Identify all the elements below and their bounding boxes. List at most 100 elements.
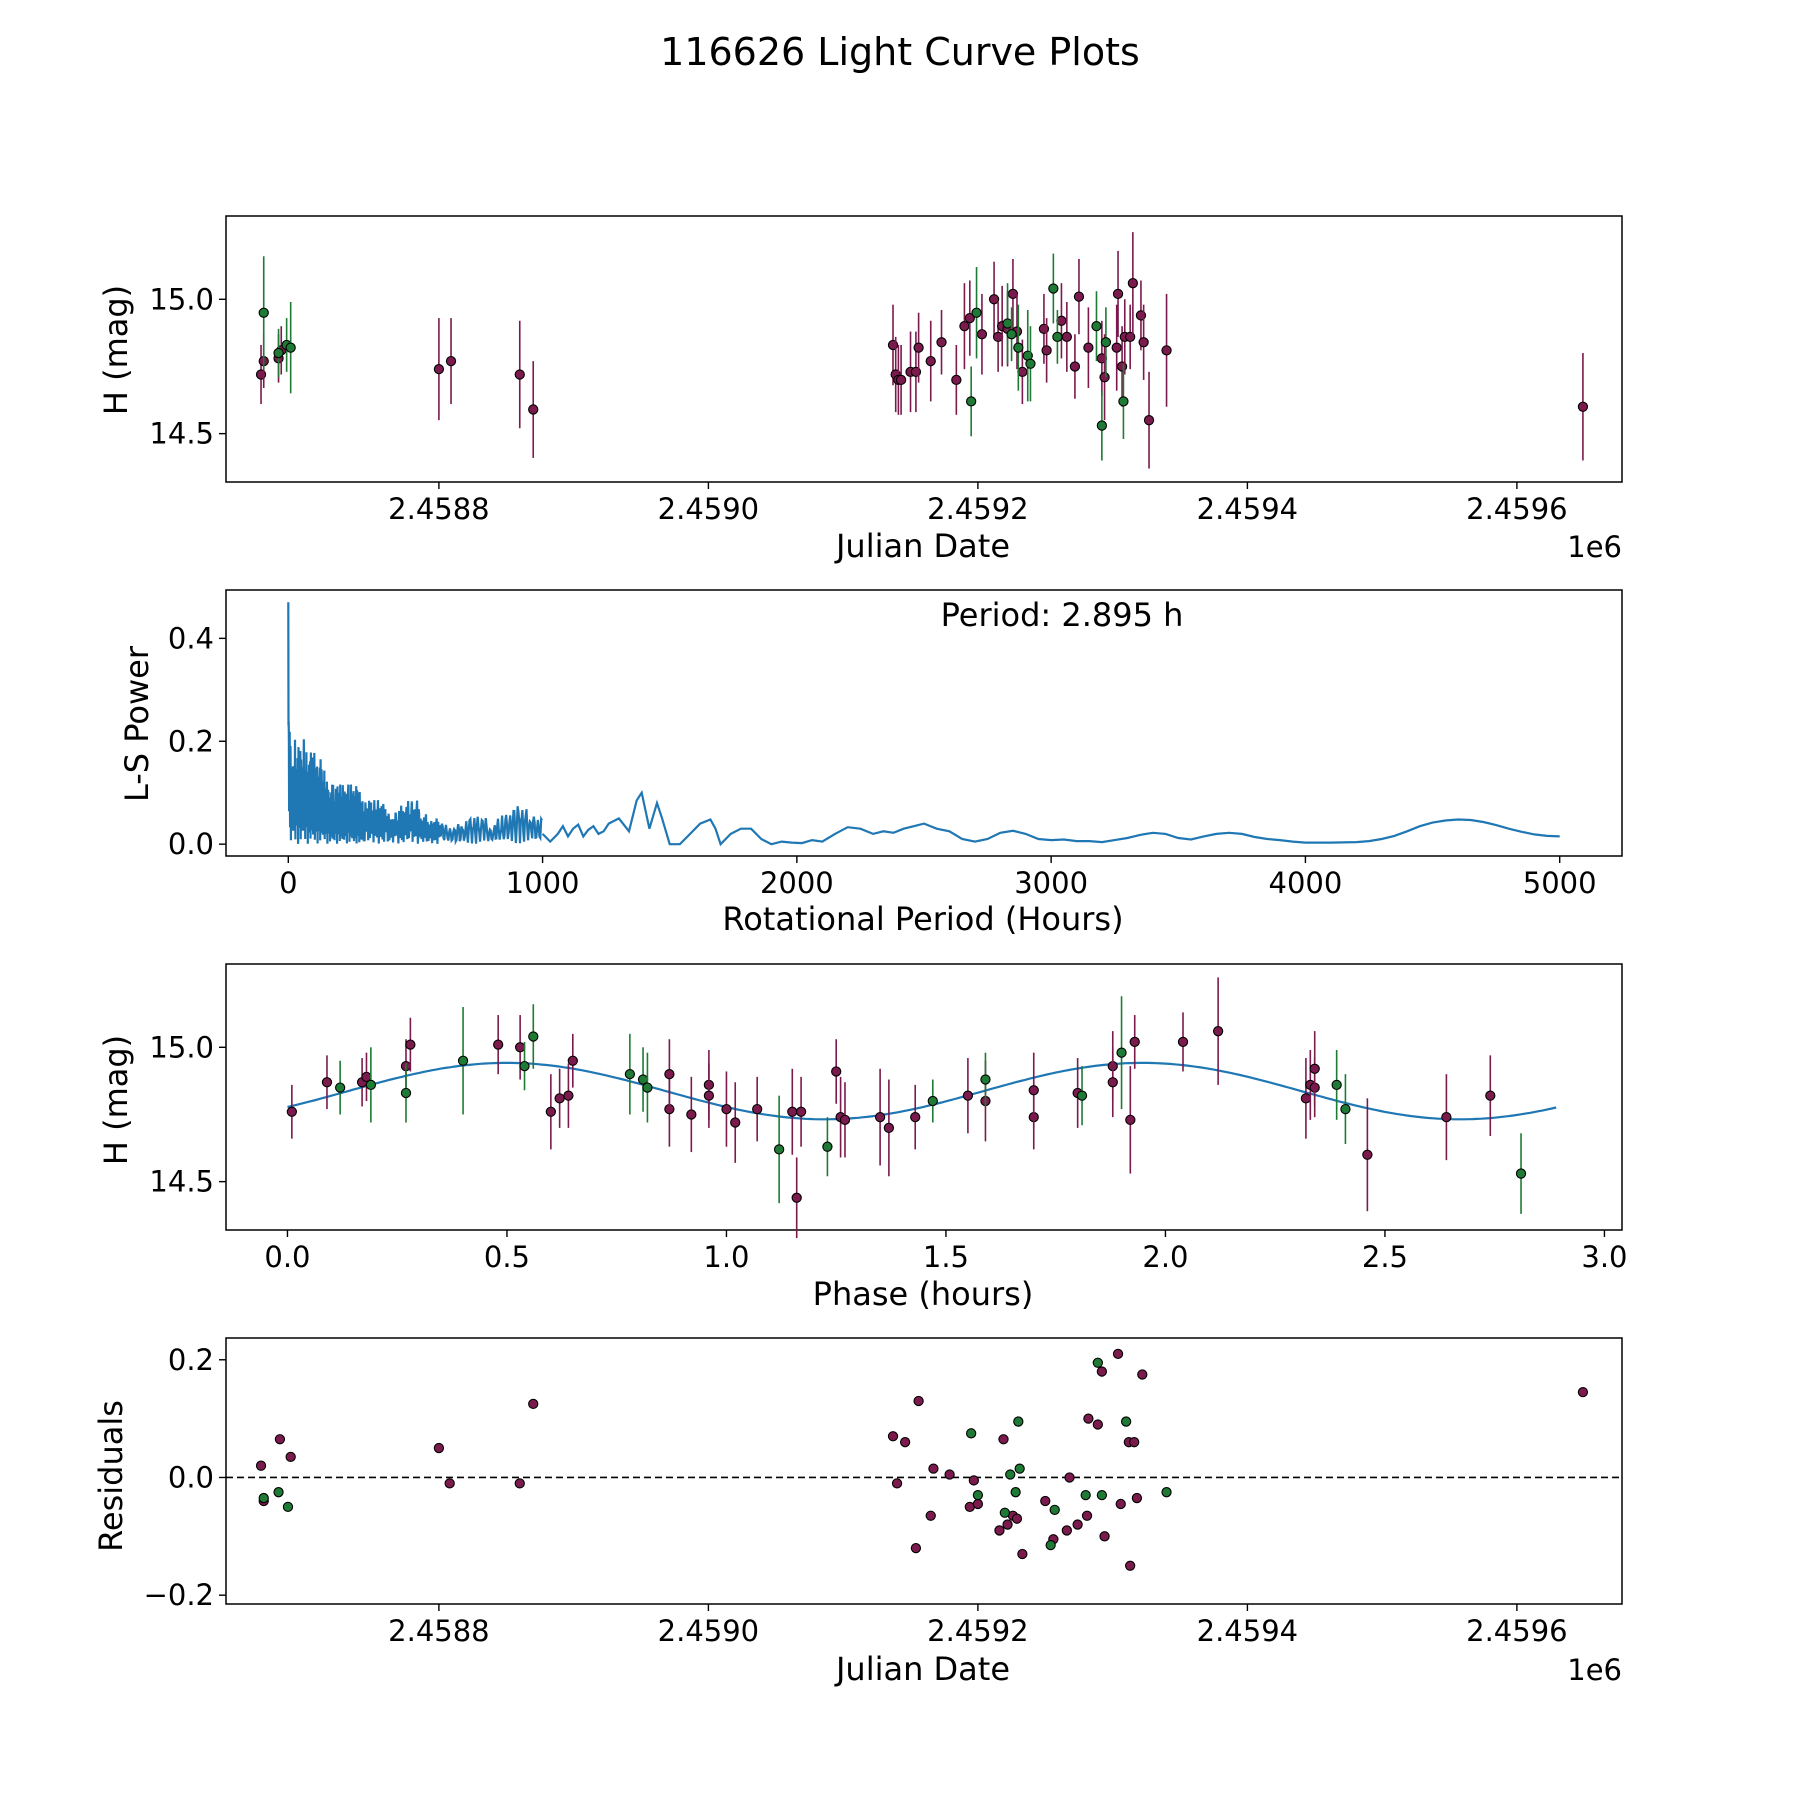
residuals-point-green	[1005, 1469, 1016, 1480]
phase-folded-point-purple	[563, 1090, 574, 1101]
periodogram-panel: 0 1000 2000 3000 4000 5000 0.0 0.2 0.4 Rotationa…	[118, 589, 1623, 938]
residuals-point-purple	[1072, 1519, 1083, 1530]
phase-folded-point-purple	[664, 1069, 675, 1080]
phase-folded-point-purple	[1362, 1149, 1373, 1160]
phase-folded-point-purple	[721, 1103, 732, 1115]
residuals-point-purple	[1081, 1510, 1093, 1521]
phase-folded-point-purple	[1485, 1090, 1496, 1101]
phase-folded-point-purple	[1129, 1036, 1140, 1048]
residuals-x-tick-label: 2.4596	[1466, 1614, 1567, 1648]
residuals-point-green	[1045, 1540, 1056, 1551]
phase-folded-point-green	[519, 1060, 530, 1072]
light-curve-point-green	[1048, 283, 1059, 294]
phase-folded-point-purple	[839, 1114, 851, 1125]
residuals-point-purple	[444, 1478, 455, 1489]
light-curve-offset-text: 1e6	[1567, 530, 1622, 564]
light-curve-point-purple	[1127, 278, 1139, 289]
light-curve-point-green	[258, 307, 269, 318]
phase-folded-y-tick-label: 15.0	[149, 1030, 214, 1064]
phase-folded-x-tick-label: 3.0	[1581, 1240, 1627, 1274]
phase-folded-plot-frame	[225, 963, 1623, 1231]
light-curve-point-purple	[1111, 342, 1122, 353]
residuals-point-purple	[925, 1510, 936, 1521]
light-curve-point-purple	[976, 329, 988, 340]
residuals-x-tick-label: 2.4592	[927, 1614, 1028, 1648]
phase-folded-x-tick-label: 0.5	[484, 1240, 530, 1274]
light-curve-point-green	[1002, 318, 1013, 329]
periodogram-y-tick-label: 0.2	[168, 724, 214, 758]
light-curve-point-green	[971, 307, 982, 318]
residuals-point-purple	[1017, 1548, 1028, 1560]
residuals-point-purple	[1577, 1386, 1589, 1398]
light-curve-point-purple	[951, 374, 962, 386]
light-curve-point-purple	[936, 337, 947, 348]
light-curve-point-green	[1100, 337, 1112, 348]
phase-folded-x-tick-label: 1.0	[703, 1240, 749, 1274]
light-curve-plot-frame	[225, 215, 1623, 483]
residuals-point-green	[1161, 1487, 1172, 1498]
light-curve-x-tick-label: 2.4596	[1466, 492, 1567, 526]
phase-folded-point-purple	[787, 1106, 798, 1117]
periodogram-x-tick-label: 4000	[1269, 866, 1343, 900]
light-curve-point-green	[1006, 329, 1017, 340]
residuals-point-purple	[910, 1542, 922, 1554]
residuals-offset-text: 1e6	[1567, 1653, 1622, 1687]
phase-folded-point-purple	[791, 1192, 802, 1203]
residuals-point-purple	[1129, 1437, 1140, 1448]
light-curve-point-purple	[528, 404, 539, 415]
light-curve-point-purple	[445, 355, 457, 367]
phase-folded-point-purple	[962, 1090, 974, 1101]
residuals-point-purple	[1137, 1369, 1148, 1380]
phase-folded-point-green	[1515, 1168, 1527, 1179]
phase-folded-point-green	[822, 1141, 833, 1152]
periodogram-y-tick-label: 0.0	[168, 827, 214, 861]
residuals-point-green	[972, 1489, 984, 1501]
phase-folded-point-green	[1340, 1103, 1351, 1115]
periodogram-smooth-line	[541, 789, 1560, 847]
phase-folded-point-purple	[1125, 1114, 1136, 1125]
light-curve-point-purple	[1061, 331, 1072, 343]
residuals-point-purple	[528, 1398, 539, 1410]
phase-folded-point-purple	[1212, 1026, 1224, 1037]
residuals-point-purple	[1040, 1495, 1051, 1507]
light-curve-point-green	[273, 347, 284, 359]
residuals-point-purple	[944, 1469, 955, 1480]
light-curve-point-purple	[514, 369, 525, 380]
phase-folded-point-purple	[1107, 1077, 1118, 1088]
phase-folded-x-tick-label: 2.5	[1362, 1240, 1408, 1274]
residuals-point-purple	[1099, 1531, 1110, 1542]
phase-folded-point-purple	[554, 1093, 565, 1104]
light-curve-point-purple	[988, 294, 1000, 305]
residuals-x-tick-label: 2.4594	[1197, 1614, 1298, 1648]
phase-folded-point-green	[773, 1144, 785, 1155]
phase-folded-point-purple	[883, 1122, 895, 1134]
phase-folded-point-purple	[1309, 1063, 1320, 1074]
figure-title: 116626 Light Curve Plots	[660, 30, 1140, 74]
light-curve-point-purple	[1017, 366, 1028, 377]
residuals-point-purple	[1112, 1348, 1124, 1360]
residuals-point-purple	[928, 1463, 939, 1474]
light-curve-point-green	[1052, 331, 1063, 343]
residuals-point-purple	[274, 1434, 286, 1445]
residuals-point-purple	[1011, 1513, 1023, 1524]
residuals-point-purple	[1083, 1413, 1094, 1424]
residuals-ylabel: Residuals	[92, 1400, 130, 1552]
residuals-point-green	[999, 1507, 1010, 1518]
phase-folded-point-purple	[567, 1055, 578, 1066]
residuals-point-purple	[433, 1442, 445, 1454]
residuals-point-purple	[1125, 1560, 1136, 1571]
light-curve-point-purple	[1143, 415, 1155, 426]
phase-folded-point-purple	[1441, 1112, 1452, 1123]
light-curve-point-purple	[959, 321, 970, 332]
light-curve-y-tick-label: 14.5	[149, 417, 214, 451]
phase-folded-point-green	[624, 1069, 636, 1080]
phase-folded-point-green	[1116, 1047, 1127, 1058]
light-curve-x-tick-label: 2.4590	[658, 492, 759, 526]
periodogram-x-tick-label: 0	[279, 866, 297, 900]
light-curve-y-tick-label: 15.0	[149, 282, 214, 316]
residuals-point-green	[1080, 1489, 1091, 1501]
light-curve-point-purple	[925, 355, 936, 367]
periodogram-x-tick-label: 1000	[506, 866, 580, 900]
residuals-point-green	[1092, 1357, 1103, 1368]
periodogram-spiky-line	[287, 602, 543, 846]
